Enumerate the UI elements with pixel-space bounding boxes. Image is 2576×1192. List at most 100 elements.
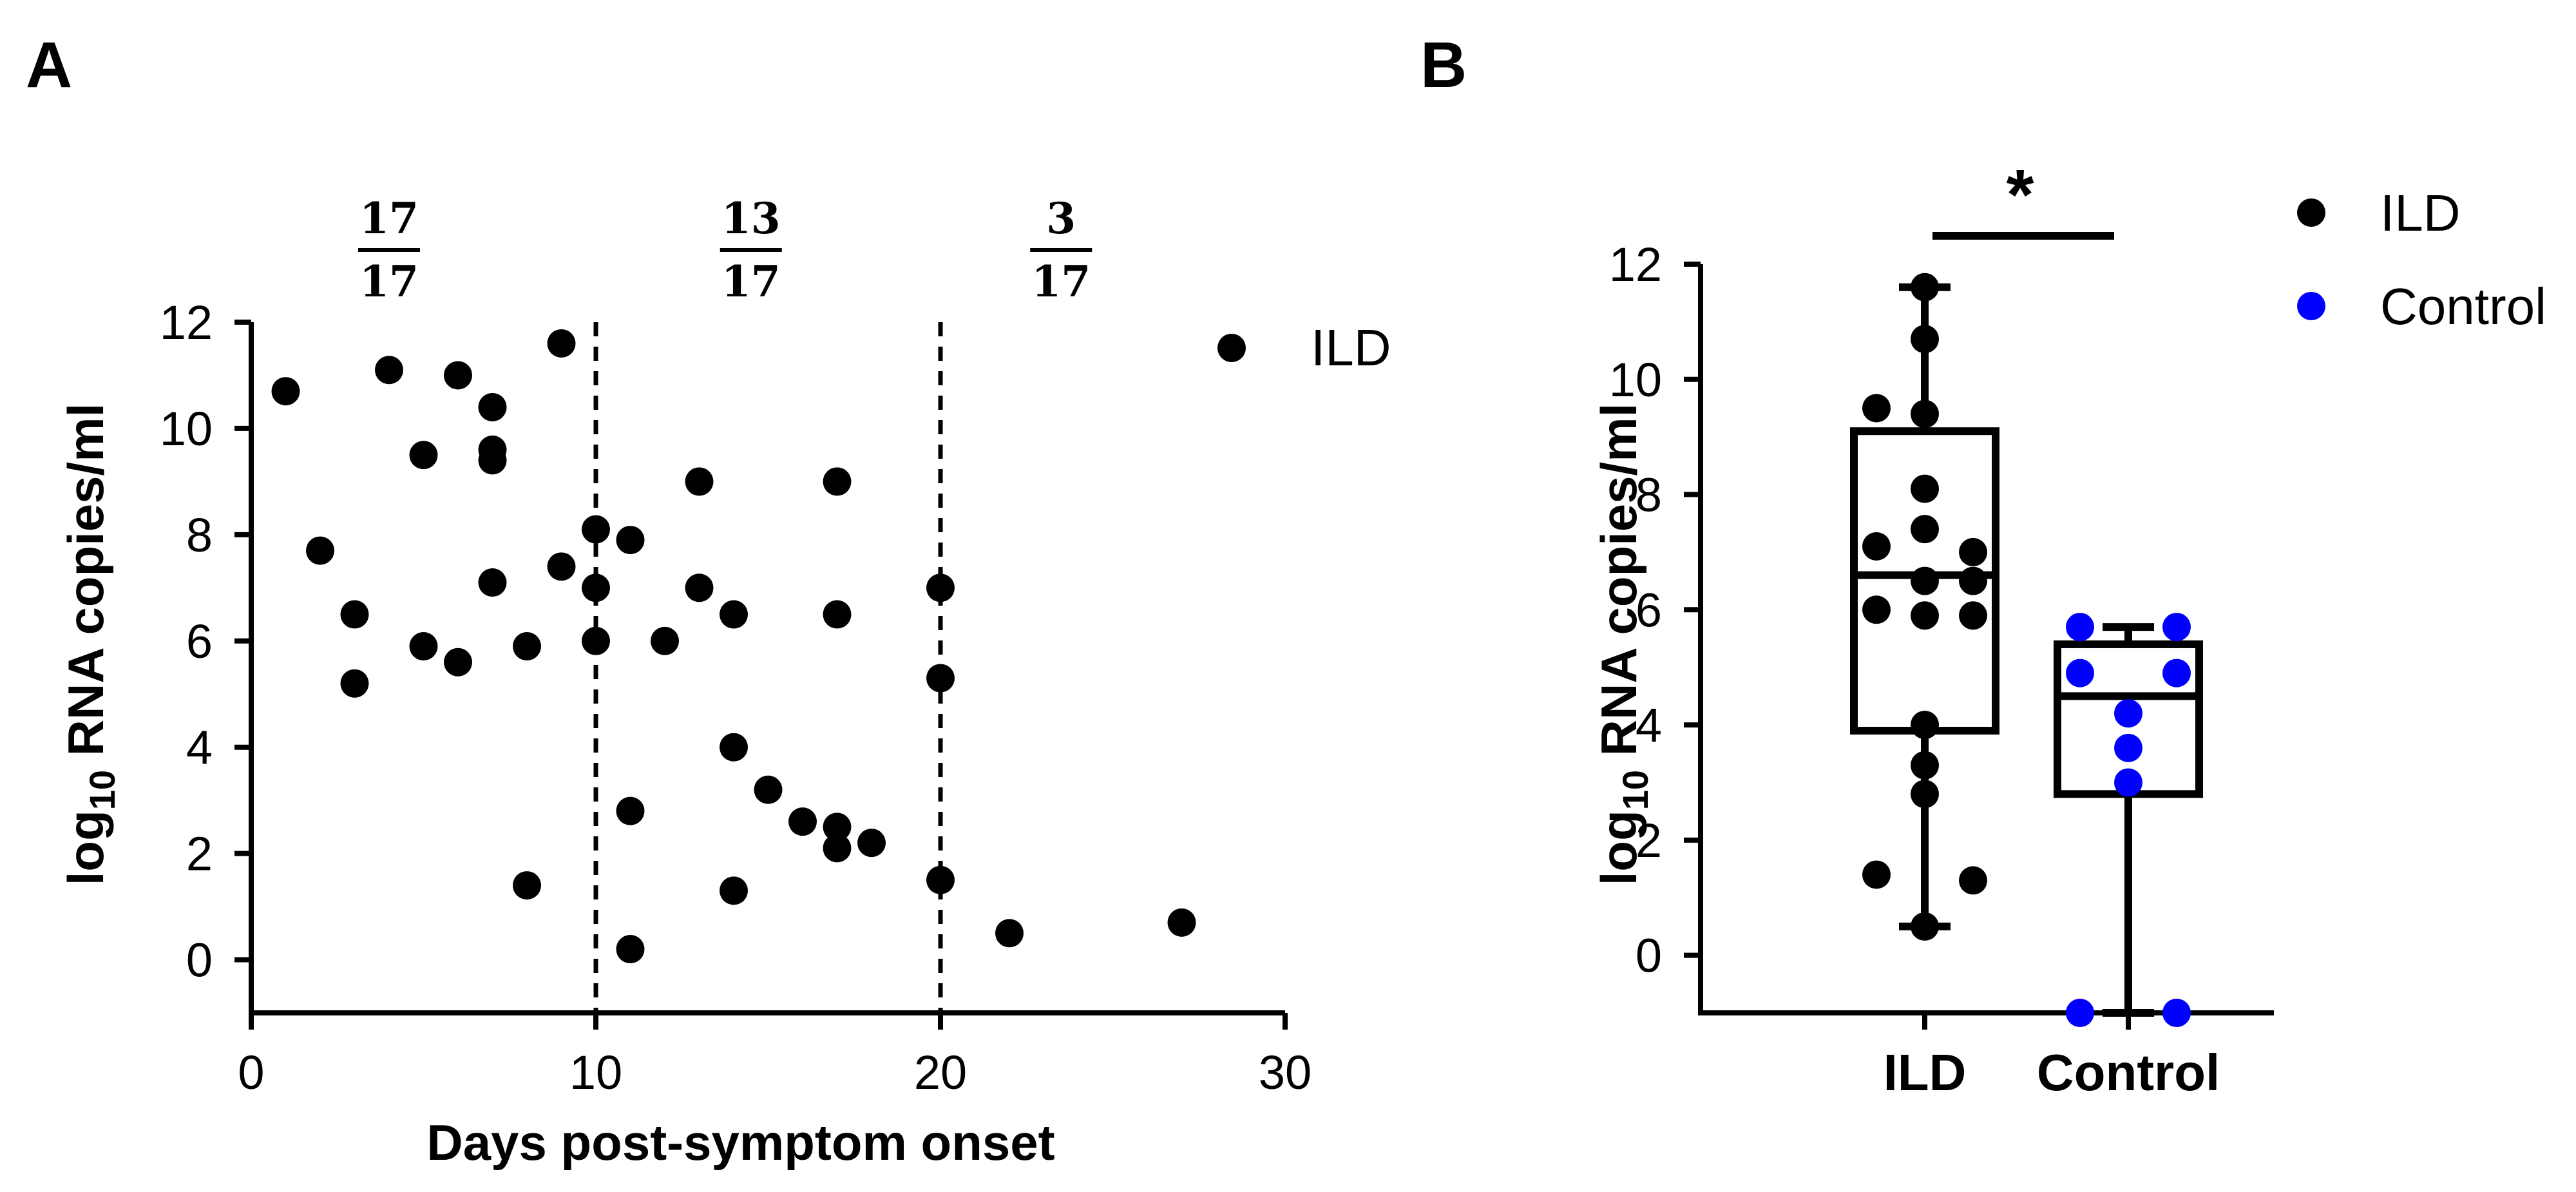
panel-a-x-tick-label: 20: [914, 1046, 967, 1099]
panel-a-legend-marker: [1217, 334, 1246, 362]
panel-b-data-point: [2066, 613, 2094, 642]
panel-b-ylabel-sub: 10: [1615, 770, 1655, 810]
panel-b-data-point: [1911, 751, 1939, 780]
panel-a-y-tick-label: 8: [186, 508, 213, 562]
panel-a-data-point: [478, 392, 507, 421]
panel-a-scatter: 0 2 4 6 8 10 12 0 10 20 30 17 17 13 17 3 17 Days post-…: [57, 193, 1391, 1171]
panel-a-data-point: [926, 573, 955, 602]
panel-b-axes: [1698, 264, 2274, 1015]
panel-b-data-point: [1911, 515, 1939, 544]
legend-ild-marker: [2297, 198, 2325, 227]
panel-a-y-tick-label: 10: [160, 402, 213, 456]
panel-a-data-point: [616, 935, 645, 964]
panel-a-data-point: [478, 568, 507, 597]
panel-a-x-tick-label: 0: [238, 1046, 264, 1099]
panel-a-data-point: [409, 632, 438, 661]
panel-a-ylabel-sub: 10: [82, 770, 122, 810]
panel-a-data-point: [720, 876, 748, 905]
panel-a-data-point: [685, 573, 714, 602]
panel-a-y-tick-label: 6: [186, 615, 213, 668]
legend-ild-label: ILD: [2380, 184, 2461, 242]
panel-b-data-point: [1862, 860, 1891, 889]
fraction-denominator: 17: [359, 256, 419, 307]
panel-a-data-point: [754, 775, 783, 804]
panel-a-data-point: [409, 441, 438, 470]
panel-b-category-labels: ILD Control: [1884, 1013, 2220, 1101]
panel-a-data-point: [513, 632, 541, 661]
panel-b-data-point: [1911, 780, 1939, 809]
panel-b-y-tick-label: 4: [1636, 698, 1662, 752]
panel-a-y-tick-label: 2: [186, 827, 213, 881]
panel-a-data-point: [582, 573, 610, 602]
panel-b-data-point: [1862, 595, 1891, 624]
panel-a-data-point: [616, 796, 645, 825]
panel-b-data-point: [2162, 613, 2191, 642]
significance-star: *: [2007, 155, 2034, 235]
panel-b-data-point: [1911, 474, 1939, 503]
panel-a-data-point: [582, 515, 610, 544]
panel-a-y-tick-label: 0: [186, 934, 213, 987]
legend-control-label: Control: [2380, 278, 2546, 335]
legend-control-marker: [2297, 292, 2325, 320]
panel-b-data-point: [1862, 532, 1891, 561]
panel-a-legend-label: ILD: [1311, 319, 1391, 376]
panel-a-data-point: [823, 812, 852, 841]
panel-b-y-tick-label: 8: [1636, 468, 1662, 522]
panel-a-data-point: [478, 446, 507, 475]
category-label: Control: [2037, 1044, 2220, 1101]
panel-a-data-point: [340, 669, 369, 698]
panel-b-label: B: [1420, 29, 1467, 101]
panel-b-data-point: [2114, 768, 2142, 797]
panel-b-ylabel-rest: RNA copies/ml: [1590, 403, 1647, 770]
panel-a-x-tick-label: 10: [569, 1046, 622, 1099]
panel-b-ylabel-log: log: [1590, 810, 1647, 885]
panel-a-data-point: [720, 600, 748, 629]
panel-a-data-point: [547, 329, 576, 358]
panel-b-data-point: [1911, 912, 1939, 941]
panel-a-data-point: [926, 865, 955, 894]
panel-a-divider-lines: [593, 322, 943, 1013]
panel-a-y-tick-label: 4: [186, 721, 213, 774]
panel-b-y-tick-label: 0: [1636, 929, 1662, 983]
panel-a-x-ticks: 0 10 20 30: [238, 1013, 1312, 1099]
category-label: ILD: [1884, 1044, 1967, 1101]
panel-a-y-tick-label: 12: [160, 296, 213, 349]
panel-b-data-point: [1911, 325, 1939, 354]
fraction-denominator: 17: [1031, 256, 1091, 307]
panel-b-data-point: [2066, 658, 2094, 687]
panel-a-data-point: [306, 536, 334, 565]
panel-a-data-point: [271, 377, 300, 406]
panel-b-data-point: [2114, 733, 2142, 762]
panel-b-data-point: [1959, 566, 1987, 595]
panel-b-y-ticks: 0 2 4 6 8 10 12: [1609, 238, 1701, 983]
panel-b-legend: ILD Control: [2297, 184, 2546, 335]
panel-a-data-point: [444, 648, 472, 677]
panel-b-data-point: [1911, 566, 1939, 595]
panel-a-data-point: [616, 526, 645, 555]
panel-b-y-axis-title: log10 RNA copies/ml: [1590, 403, 1655, 886]
panel-b-y-tick-label: 12: [1609, 238, 1662, 291]
panel-a-ylabel-log: log: [57, 810, 114, 885]
panel-a-data-point: [547, 552, 576, 581]
panel-a-label: A: [26, 29, 72, 101]
panel-b-y-tick-label: 2: [1636, 814, 1662, 867]
panel-b-data-point: [1911, 601, 1939, 630]
panel-b-data-point: [1911, 711, 1939, 740]
panel-b-data-point: [2114, 699, 2142, 728]
panel-b-data-point: [1959, 866, 1987, 895]
panel-b-data-point: [2162, 999, 2191, 1027]
panel-a-data-point: [823, 600, 852, 629]
panel-b-y-tick-label: 10: [1609, 353, 1662, 407]
panel-b-data-point: [1911, 399, 1939, 428]
panel-a-data-point: [582, 626, 610, 655]
panel-a-y-axis-title: log10 RNA copies/ml: [57, 403, 122, 886]
panel-a-y-ticks: 0 2 4 6 8 10 12: [160, 296, 251, 987]
panel-a-data-point: [340, 600, 369, 629]
fraction-denominator: 17: [721, 256, 781, 307]
fraction-numerator: 17: [359, 193, 419, 244]
panel-a-fractions: 17 17 13 17 3 17: [358, 193, 1092, 307]
panel-b-points: [1862, 273, 2191, 1027]
panel-a-data-point: [823, 467, 852, 496]
panel-a-data-point: [788, 807, 817, 836]
